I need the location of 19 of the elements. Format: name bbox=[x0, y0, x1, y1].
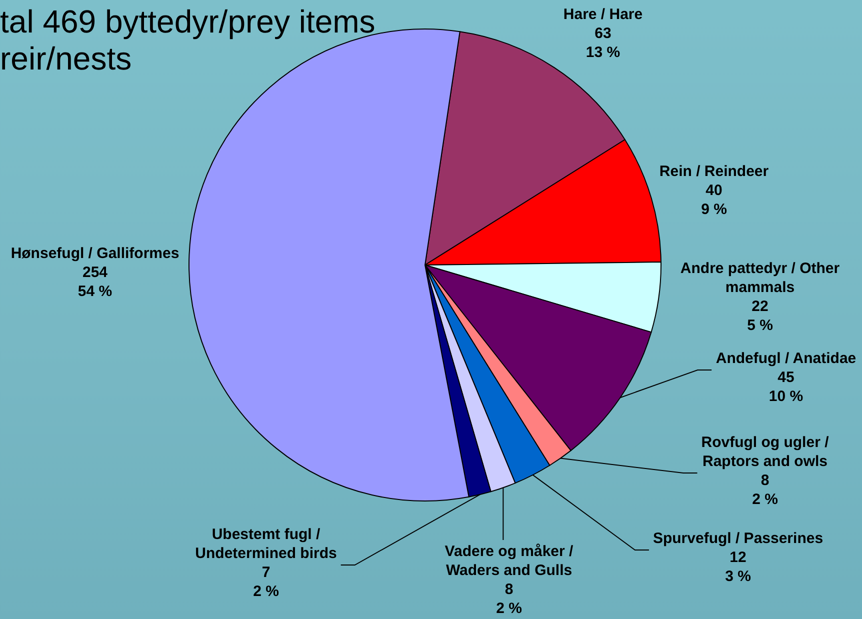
slice-label: Rein / Reindeer bbox=[659, 163, 769, 180]
slice-label: Ubestemt fugl / Undetermined birds bbox=[195, 526, 337, 562]
slice-label: Hønsefugl / Galliformes bbox=[10, 245, 180, 262]
data-label: 8 2 % bbox=[496, 581, 522, 617]
slice-label: Andre pattedyr / Other mammals bbox=[680, 260, 840, 296]
data-label: 63 13 % bbox=[586, 25, 620, 61]
data-label: 8 2 % bbox=[752, 472, 778, 508]
slice-label: Vadere og måker / Waders and Gulls bbox=[444, 543, 574, 579]
data-label: 12 3 % bbox=[725, 549, 751, 585]
data-label: 254 54 % bbox=[78, 264, 112, 300]
chart-title: tal 469 byttedyr/prey items reir/nests bbox=[0, 4, 376, 76]
slice-label: Hare / Hare bbox=[563, 6, 643, 23]
data-label: 22 5 % bbox=[747, 298, 773, 334]
slice-label: Rovfugl og ugler / Raptors and owls bbox=[701, 434, 830, 470]
data-label: 7 2 % bbox=[253, 564, 279, 600]
slice-label: Andefugl / Anatidae bbox=[716, 350, 856, 367]
data-label: 40 9 % bbox=[701, 182, 727, 218]
data-label: 45 10 % bbox=[768, 369, 804, 405]
slice-label: Spurvefugl / Passerines bbox=[652, 530, 824, 547]
